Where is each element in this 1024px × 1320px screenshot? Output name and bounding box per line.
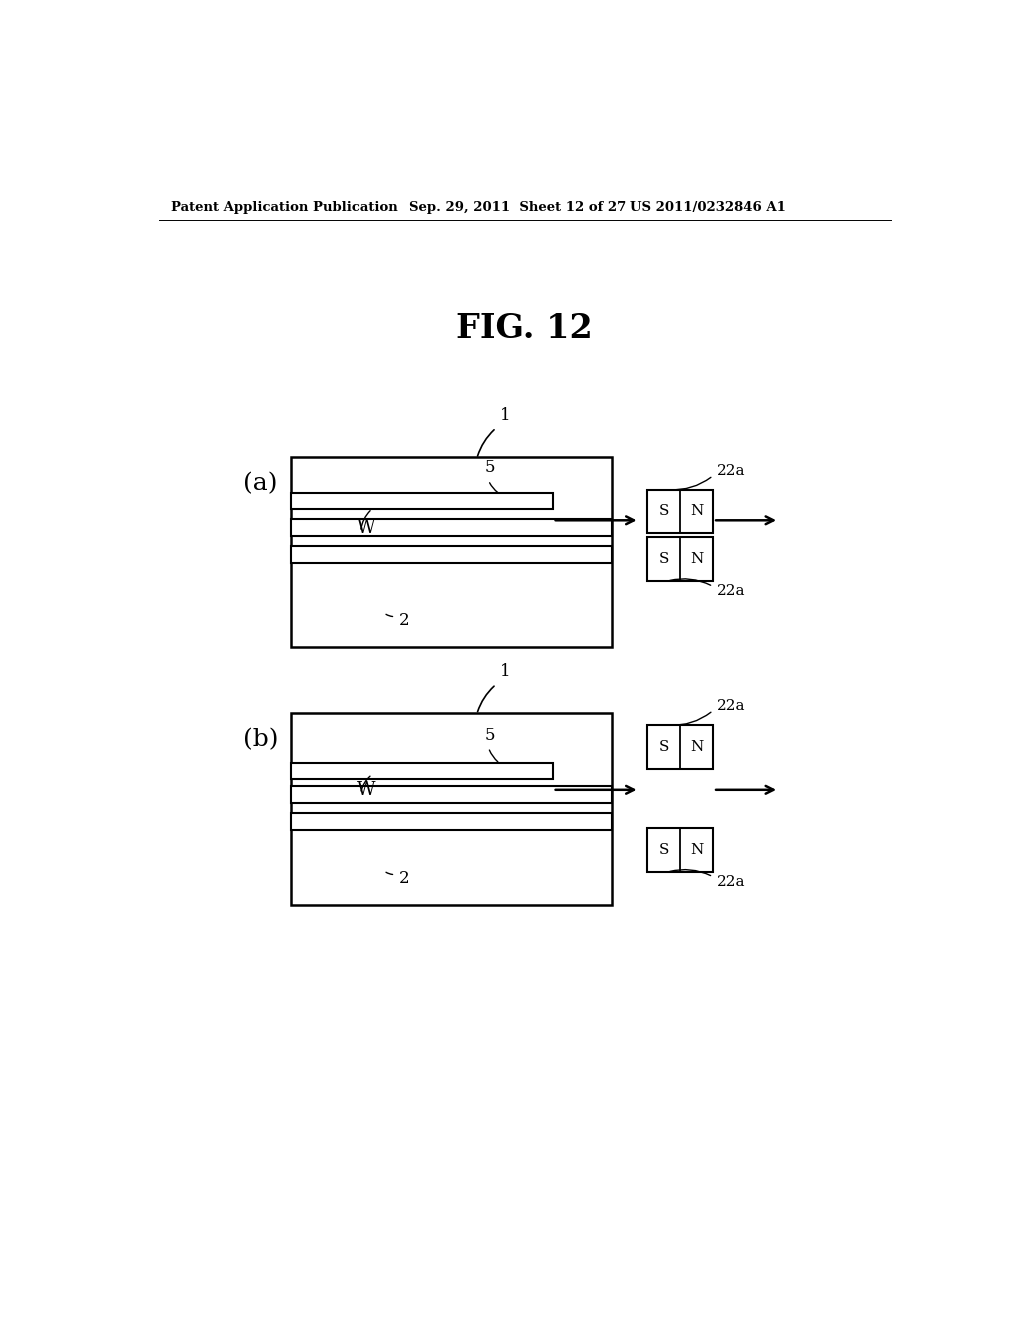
Text: W: W [356,519,375,537]
Text: 22a: 22a [717,698,745,713]
Text: 2: 2 [399,870,410,887]
Text: (b): (b) [243,729,279,751]
Text: FIG. 12: FIG. 12 [457,313,593,346]
Bar [291,457,612,647]
Bar [647,725,713,770]
Text: 22a: 22a [717,875,745,888]
Text: N: N [690,504,703,519]
Text: S: S [658,552,669,566]
Bar [647,490,713,533]
Text: N: N [690,741,703,754]
Text: S: S [658,504,669,519]
Bar [647,829,713,873]
Text: 5: 5 [484,459,495,477]
Bar [291,713,612,906]
Text: Sep. 29, 2011  Sheet 12 of 27: Sep. 29, 2011 Sheet 12 of 27 [409,201,626,214]
Bar [291,763,553,779]
Text: (a): (a) [243,473,278,495]
Bar [291,785,612,803]
Text: 5: 5 [484,726,495,743]
Bar [291,545,612,562]
Text: US 2011/0232846 A1: US 2011/0232846 A1 [630,201,786,214]
Text: 22a: 22a [717,585,745,598]
Bar [291,494,553,508]
Text: S: S [658,741,669,754]
Text: N: N [690,552,703,566]
Bar [291,813,612,830]
Text: 2: 2 [399,612,410,628]
Text: 1: 1 [500,407,511,424]
Text: 22a: 22a [717,463,745,478]
Bar [291,519,612,536]
Text: 1: 1 [500,664,511,681]
Bar [647,537,713,581]
Text: W: W [356,781,375,799]
Text: N: N [690,843,703,857]
Text: S: S [658,843,669,857]
Text: Patent Application Publication: Patent Application Publication [171,201,397,214]
